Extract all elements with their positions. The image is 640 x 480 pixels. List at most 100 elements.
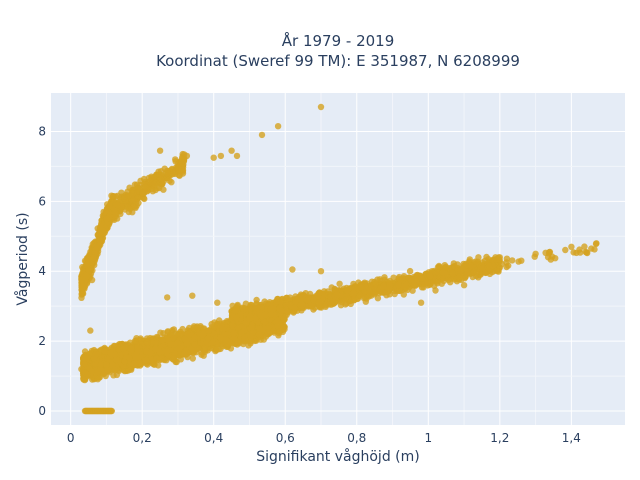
data-point (495, 268, 502, 275)
data-point (247, 338, 255, 345)
data-point (248, 323, 255, 331)
data-point (85, 267, 92, 274)
data-point (158, 181, 166, 188)
data-point (88, 276, 96, 284)
data-point (213, 346, 220, 354)
data-point (93, 244, 101, 252)
data-point (278, 307, 285, 314)
data-point (104, 367, 111, 374)
x-axis-ticks: 0 0,2 0,4 0,6 0,8 1 1,2 1,4 (67, 431, 581, 445)
data-point (103, 215, 111, 223)
data-point (489, 256, 496, 264)
data-point (350, 289, 357, 297)
data-point (222, 336, 229, 344)
data-point (249, 329, 257, 336)
data-point (573, 249, 580, 257)
data-point (172, 158, 179, 165)
x-tick-label: 0,8 (347, 431, 366, 445)
data-point (381, 276, 388, 283)
data-point (395, 281, 402, 288)
x-tick-label: 0,6 (276, 431, 295, 445)
data-point (177, 356, 184, 363)
data-point (218, 322, 225, 329)
data-point (246, 315, 253, 322)
data-point (96, 237, 104, 244)
data-point (253, 296, 260, 304)
data-point (396, 276, 404, 283)
data-point (198, 351, 205, 358)
data-point (121, 358, 128, 365)
data-point (267, 311, 274, 318)
data-point (103, 361, 110, 368)
data-point (467, 262, 474, 269)
data-point (143, 356, 150, 364)
data-point (280, 324, 287, 332)
data-point (503, 259, 510, 266)
data-point (183, 152, 191, 160)
data-point (81, 360, 88, 368)
data-point (155, 168, 162, 175)
data-point (417, 299, 425, 306)
data-point (113, 356, 120, 364)
data-point (89, 368, 96, 375)
data-point (356, 292, 364, 299)
data-point (470, 269, 478, 276)
y-tick-label: 2 (38, 334, 46, 348)
data-point (485, 262, 493, 270)
data-point (189, 355, 196, 362)
data-point (317, 268, 325, 275)
data-point (135, 360, 143, 367)
data-point (147, 349, 154, 357)
data-point (217, 152, 225, 160)
data-point (133, 351, 140, 358)
data-point (137, 335, 144, 342)
data-point (175, 345, 183, 352)
data-point (255, 331, 262, 338)
data-point (223, 343, 230, 350)
data-point (410, 281, 418, 288)
data-point (164, 170, 171, 177)
data-point (183, 340, 191, 347)
data-point (262, 333, 270, 340)
data-point (158, 336, 166, 344)
y-tick-label: 0 (38, 404, 46, 418)
data-point (189, 292, 196, 299)
data-point (302, 290, 309, 297)
data-point (79, 290, 87, 297)
data-point (581, 243, 588, 250)
data-point (274, 123, 282, 130)
y-axis-title: Vågperiod (s) (14, 212, 31, 305)
data-point (210, 154, 217, 161)
data-point (254, 304, 262, 312)
data-point (418, 275, 426, 282)
data-point (532, 250, 539, 257)
data-point (191, 334, 198, 342)
data-point (228, 147, 235, 154)
data-point (97, 361, 105, 368)
data-point (351, 296, 358, 304)
data-point (214, 299, 221, 306)
data-point (169, 170, 177, 177)
data-point (274, 317, 281, 325)
data-point (164, 294, 171, 301)
data-point (479, 264, 486, 272)
data-point (297, 291, 305, 298)
data-point (402, 284, 410, 291)
data-point (90, 355, 98, 362)
data-point (447, 279, 454, 286)
data-point (178, 155, 186, 162)
data-point (106, 202, 113, 210)
x-tick-label: 0,2 (133, 431, 152, 445)
data-point (94, 369, 101, 376)
data-point (426, 272, 434, 279)
x-tick-label: 1,2 (490, 431, 509, 445)
data-point (315, 299, 322, 306)
data-point (168, 179, 175, 186)
data-point (160, 186, 167, 193)
data-point (435, 262, 443, 270)
data-point (582, 248, 589, 256)
data-point (128, 346, 135, 354)
